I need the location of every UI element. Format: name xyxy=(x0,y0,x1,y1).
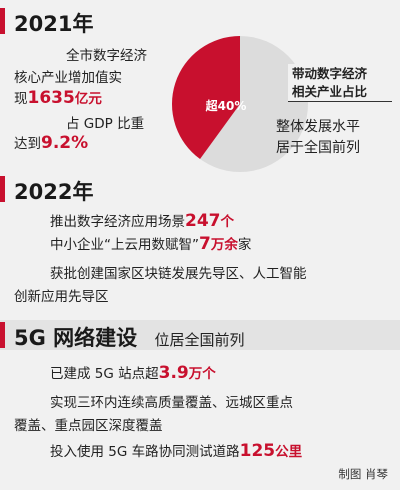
text-line: 核心产业增加值实 xyxy=(14,70,122,86)
section-band-5g xyxy=(0,320,400,350)
pie-caption-line: 相关产业占比 xyxy=(292,84,368,99)
text-line: 现1635亿元 xyxy=(14,87,102,108)
text-prefix: 现 xyxy=(14,91,28,107)
value-test-roads: 125 xyxy=(239,441,276,461)
section-marker-5g xyxy=(0,322,5,348)
credit: 制图 肖琴 xyxy=(338,467,388,481)
value-core-industry: 1635 xyxy=(27,88,75,108)
stat-sme-cloud: 中小企业“上云用数赋智”7万余家 xyxy=(50,233,251,254)
unit: 亿元 xyxy=(74,91,102,107)
text-prefix: 已建成 5G 站点超 xyxy=(50,366,159,382)
caption-underline xyxy=(288,101,392,102)
text-line: 达到9.2% xyxy=(14,132,88,153)
pie-slice-digital-economy xyxy=(172,36,240,160)
summary-line: 居于全国前列 xyxy=(276,140,360,156)
value-5g-stations: 3.9 xyxy=(158,363,189,383)
section-title-text: 5G 网络建设 xyxy=(14,326,138,350)
value-gdp-share: 9.2% xyxy=(41,133,89,153)
text-line: 占 GDP 比重 xyxy=(66,116,145,132)
section-title-2021: 2021年 xyxy=(14,12,94,36)
text-line: 覆盖、重点园区深度覆盖 xyxy=(14,418,163,434)
unit: 万余 xyxy=(210,237,238,253)
value-sme: 7 xyxy=(199,234,211,254)
pie-caption-line: 带动数字经济 xyxy=(292,66,368,81)
text-prefix: 推出数字经济应用场景 xyxy=(50,214,185,230)
pie-slice-label: 超40% xyxy=(205,98,247,113)
stat-application-scenarios: 推出数字经济应用场景247个 xyxy=(50,210,234,231)
section-title-2022: 2022年 xyxy=(14,180,94,204)
unit: 个 xyxy=(220,214,235,230)
text-line: 创新应用先导区 xyxy=(14,289,109,305)
pie-caption-box: 带动数字经济 相关产业占比 xyxy=(288,64,400,102)
summary-line: 整体发展水平 xyxy=(276,119,360,135)
stat-test-roads: 投入使用 5G 车路协同测试道路125公里 xyxy=(50,440,302,461)
section-subtitle: 位居全国前列 xyxy=(154,331,245,349)
text-prefix: 投入使用 5G 车路协同测试道路 xyxy=(50,444,240,460)
text-suffix: 家 xyxy=(237,237,252,253)
unit: 公里 xyxy=(275,444,303,460)
text-prefix: 中小企业“上云用数赋智” xyxy=(50,237,199,253)
section-marker-2021 xyxy=(0,8,5,34)
text-prefix: 达到 xyxy=(14,136,41,152)
value-scenarios: 247 xyxy=(185,211,221,231)
unit: 万个 xyxy=(188,366,216,382)
text-line: 实现三环内连续高质量覆盖、远城区重点 xyxy=(50,395,293,411)
stat-5g-stations: 已建成 5G 站点超3.9万个 xyxy=(50,362,216,383)
section-marker-2022 xyxy=(0,176,5,202)
text-line: 全市数字经济 xyxy=(66,48,147,64)
pie-chart: 超40% xyxy=(172,36,308,172)
section-title-5g: 5G 网络建设 位居全国前列 xyxy=(14,322,245,352)
text-line: 获批创建国家区块链发展先导区、人工智能 xyxy=(50,266,307,282)
